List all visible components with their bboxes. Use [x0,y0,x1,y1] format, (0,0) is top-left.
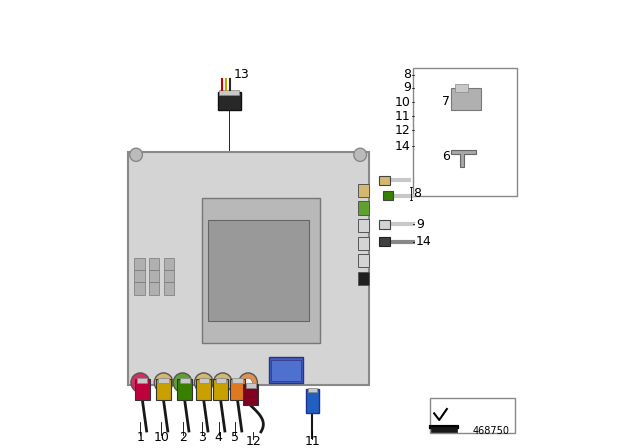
Text: 10: 10 [154,431,170,444]
Text: 12: 12 [395,124,411,137]
Bar [134,258,145,270]
Bar [148,258,159,270]
Circle shape [354,148,367,161]
Text: 468750: 468750 [473,426,509,436]
Bar [380,237,390,246]
Text: 7: 7 [442,95,450,108]
Text: 14: 14 [416,235,432,248]
Text: 9: 9 [416,218,424,231]
Text: 6: 6 [442,150,450,163]
Text: 8: 8 [413,187,421,200]
Text: 12: 12 [245,435,261,448]
Text: 3: 3 [198,431,205,444]
Circle shape [159,378,168,387]
Bar [243,384,259,405]
Bar [177,379,192,400]
Text: 9: 9 [403,82,411,95]
Bar [455,84,468,92]
Bar [127,152,369,385]
Bar [202,198,320,343]
Bar [358,202,369,215]
Circle shape [244,378,252,387]
Polygon shape [451,150,476,167]
Circle shape [154,373,173,392]
Bar [180,378,189,383]
Circle shape [195,373,213,392]
Bar [430,398,515,433]
Circle shape [130,148,142,161]
Bar [358,272,369,285]
Circle shape [213,373,232,392]
Bar [164,270,174,282]
Bar [134,282,145,295]
Circle shape [136,378,145,387]
Text: 1: 1 [136,431,144,444]
Bar [138,378,147,383]
Circle shape [173,373,192,392]
Bar [156,379,171,400]
Bar [269,357,303,383]
Bar [198,378,209,383]
Bar [358,237,369,250]
Bar [358,254,369,267]
Bar [220,90,239,95]
Bar [380,220,390,228]
Text: 2: 2 [179,431,186,444]
Bar [196,379,211,400]
Bar [308,388,317,392]
Text: 8: 8 [403,68,411,81]
Text: 4: 4 [214,431,223,444]
Text: 13: 13 [234,68,249,81]
Bar [148,282,159,295]
Text: 11: 11 [305,435,320,448]
Bar [358,184,369,197]
Bar [230,379,245,400]
Bar [148,270,159,282]
Bar [218,92,241,110]
Bar [383,191,393,200]
Bar [431,426,458,432]
Bar [246,383,256,388]
Circle shape [179,378,187,387]
Bar [164,282,174,295]
Text: 14: 14 [395,139,411,152]
Bar [216,378,226,383]
Bar [208,220,309,321]
Bar [232,378,243,383]
Circle shape [218,378,227,387]
Bar [159,378,168,383]
Bar [380,176,390,185]
Bar [306,389,319,414]
Circle shape [200,378,208,387]
Text: 10: 10 [395,95,411,108]
Text: 5: 5 [232,431,239,444]
Circle shape [239,373,257,392]
Bar [358,219,369,232]
Bar [134,270,145,282]
Bar [164,258,174,270]
Bar [451,88,481,110]
Bar [135,379,150,400]
Bar [413,68,516,196]
Bar [271,360,301,381]
Bar [213,379,228,400]
Text: 11: 11 [395,110,411,123]
Circle shape [131,373,150,392]
